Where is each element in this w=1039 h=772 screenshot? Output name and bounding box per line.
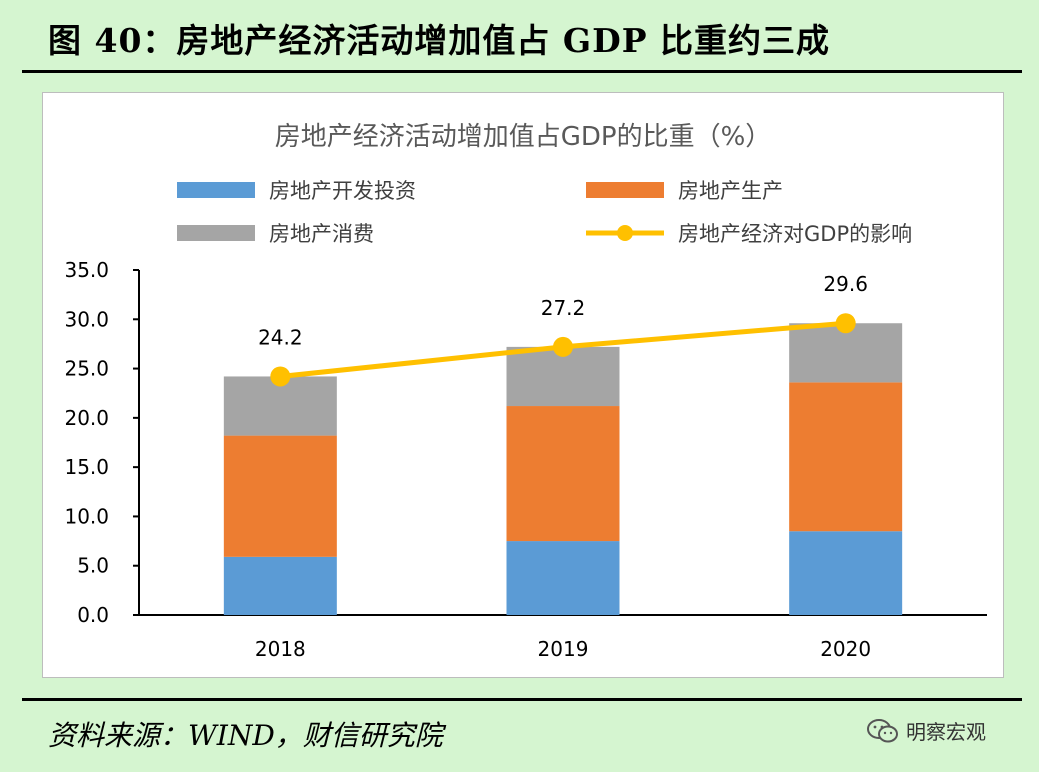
bar-segment bbox=[223, 435, 337, 557]
watermark-text: 明察宏观 bbox=[906, 720, 986, 744]
bar-segment bbox=[789, 531, 903, 615]
axes: 0.0 5.0 10.0 15.0 20.0 25.0 30.0 35.0 2018 2019 20… bbox=[64, 258, 987, 661]
line-marker bbox=[553, 336, 573, 357]
bar-segment bbox=[223, 556, 337, 615]
x-tick-label: 2019 bbox=[538, 637, 589, 661]
y-tick-label: 0.0 bbox=[77, 603, 109, 627]
data-label: 24.2 bbox=[258, 325, 303, 349]
bar-segment bbox=[789, 382, 903, 532]
y-tick-label: 5.0 bbox=[77, 554, 109, 578]
figure-title: 图 40：房地产经济活动增加值占 GDP 比重约三成 bbox=[48, 21, 831, 60]
y-tick-label: 25.0 bbox=[64, 357, 109, 381]
source-note: 资料来源：WIND，财信研究院 bbox=[48, 719, 443, 752]
chart-panel: 房地产经济活动增加值占GDP的比重（%） 房地产开发投资 房地产生产 房地产消费 房地… bbox=[42, 92, 1004, 678]
y-tick-label: 15.0 bbox=[64, 455, 109, 479]
chart-title: 房地产经济活动增加值占GDP的比重（%） bbox=[275, 122, 772, 152]
line-series: 24.2 27.2 29.6 bbox=[258, 272, 868, 387]
y-tick-label: 20.0 bbox=[64, 406, 109, 430]
bar-segment bbox=[506, 541, 620, 615]
y-tick-label: 10.0 bbox=[64, 504, 109, 528]
wechat-icon bbox=[867, 718, 898, 742]
data-label: 29.6 bbox=[823, 272, 868, 296]
legend-marker bbox=[617, 225, 633, 241]
legend-swatch bbox=[586, 182, 664, 198]
line-marker bbox=[270, 366, 291, 387]
legend-swatch bbox=[177, 182, 255, 198]
watermark: 明察宏观 bbox=[866, 716, 986, 745]
top-rule bbox=[22, 70, 1022, 73]
bar-segment bbox=[506, 406, 620, 542]
y-tick-label: 30.0 bbox=[64, 307, 109, 331]
x-tick-label: 2018 bbox=[255, 637, 306, 661]
y-tick-label: 35.0 bbox=[64, 258, 109, 282]
legend-swatch bbox=[177, 225, 255, 241]
bars bbox=[223, 323, 903, 615]
legend-label: 房地产开发投资 bbox=[269, 179, 416, 203]
bottom-rule bbox=[22, 698, 1022, 701]
legend-label: 房地产消费 bbox=[269, 222, 374, 246]
legend-label: 房地产经济对GDP的影响 bbox=[678, 222, 912, 246]
x-tick-label: 2020 bbox=[820, 637, 871, 661]
data-label: 27.2 bbox=[541, 296, 586, 320]
line-marker bbox=[835, 313, 856, 334]
legend-label: 房地产生产 bbox=[678, 179, 783, 203]
